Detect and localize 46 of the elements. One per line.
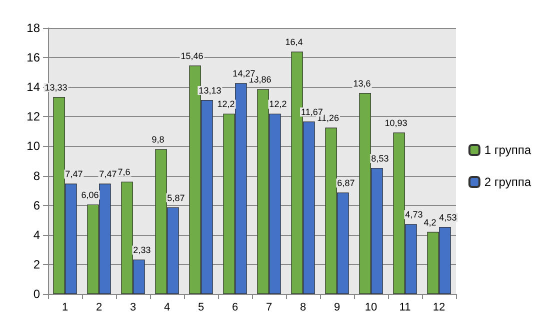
y-tick-label: 8 bbox=[33, 168, 40, 183]
y-tick-label: 14 bbox=[26, 80, 40, 94]
data-label: 4,2 bbox=[424, 217, 436, 228]
y-tick-label: 18 bbox=[26, 21, 40, 35]
x-tick-label: 12 bbox=[432, 302, 446, 314]
x-tick-label: 2 bbox=[96, 302, 102, 314]
data-label: 5,87 bbox=[167, 192, 185, 203]
legend-label: 1 группа bbox=[484, 143, 532, 157]
y-tick-label: 0 bbox=[33, 287, 40, 301]
data-label: 8,53 bbox=[371, 153, 389, 164]
data-label: 7,47 bbox=[65, 169, 83, 180]
legend-label: 2 группа bbox=[484, 175, 532, 189]
data-label: 4,73 bbox=[405, 210, 423, 220]
data-label: 9,8 bbox=[152, 134, 164, 145]
data-label: 16,4 bbox=[285, 37, 303, 48]
x-tick-label: 3 bbox=[130, 302, 136, 314]
x-tick-label: 4 bbox=[164, 302, 170, 314]
data-label: 11,67 bbox=[301, 107, 323, 118]
y-tick-label: 12 bbox=[26, 110, 40, 124]
data-label: 14,27 bbox=[232, 68, 256, 79]
x-tick-label: 9 bbox=[334, 302, 340, 314]
y-tick-label: 6 bbox=[33, 198, 40, 212]
x-tick-label: 5 bbox=[198, 302, 204, 314]
data-label: 12,2 bbox=[269, 99, 287, 110]
x-tick-label: 7 bbox=[266, 302, 272, 314]
y-tick-label: 10 bbox=[26, 139, 40, 154]
data-label: 13,33 bbox=[44, 82, 68, 93]
data-label: 10,93 bbox=[384, 118, 408, 128]
y-tick-label: 4 bbox=[33, 228, 40, 242]
y-tick-label: 2 bbox=[33, 257, 40, 272]
data-label: 6,06 bbox=[81, 190, 99, 200]
x-tick-label: 6 bbox=[232, 302, 238, 314]
x-tick-label: 8 bbox=[300, 302, 306, 314]
data-label: 2,33 bbox=[133, 245, 151, 256]
data-label: 4,53 bbox=[439, 212, 457, 223]
data-label: 6,87 bbox=[337, 178, 355, 188]
x-tick-label: 1 bbox=[62, 302, 68, 314]
x-tick-label: 10 bbox=[364, 302, 378, 314]
y-tick-label: 16 bbox=[26, 50, 40, 65]
data-label: 13,6 bbox=[353, 78, 371, 89]
x-tick-label: 11 bbox=[399, 302, 411, 314]
data-label: 7,47 bbox=[99, 169, 117, 180]
data-label: 15,46 bbox=[180, 51, 204, 62]
data-label: 7,6 bbox=[118, 167, 130, 178]
data-label: 12,2 bbox=[217, 99, 235, 110]
data-label: 13,13 bbox=[198, 85, 222, 96]
